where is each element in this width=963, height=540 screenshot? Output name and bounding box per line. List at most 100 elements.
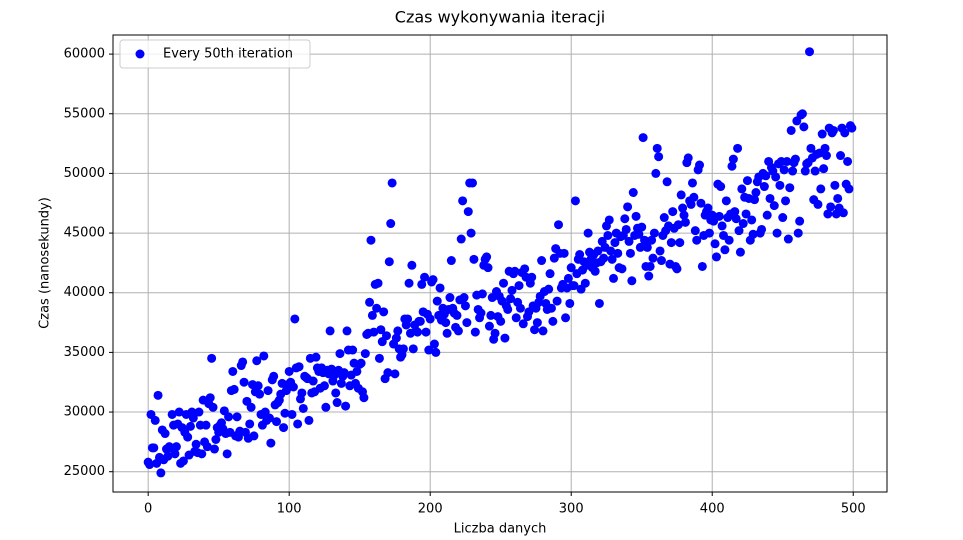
point bbox=[649, 228, 659, 238]
y-tick-label: 25000 bbox=[64, 464, 105, 479]
point bbox=[359, 393, 369, 403]
point bbox=[224, 412, 234, 422]
point bbox=[356, 358, 366, 368]
point bbox=[607, 254, 617, 264]
point bbox=[761, 171, 771, 181]
point bbox=[748, 229, 758, 239]
point bbox=[563, 273, 573, 283]
point bbox=[506, 294, 516, 304]
point bbox=[627, 276, 637, 286]
point bbox=[408, 344, 418, 354]
point bbox=[625, 248, 635, 258]
x-tick-label: 0 bbox=[144, 502, 152, 517]
point bbox=[575, 250, 585, 260]
point bbox=[609, 273, 619, 283]
point bbox=[331, 388, 341, 398]
point bbox=[656, 256, 666, 266]
y-tick-label: 60000 bbox=[64, 47, 105, 62]
point bbox=[793, 228, 803, 238]
point bbox=[566, 263, 576, 273]
point bbox=[590, 266, 600, 276]
point bbox=[207, 353, 217, 363]
x-tick-label: 100 bbox=[277, 502, 302, 517]
x-tick-label: 200 bbox=[418, 502, 443, 517]
x-tick-label: 300 bbox=[559, 502, 584, 517]
point bbox=[171, 442, 181, 452]
legend-marker bbox=[135, 49, 145, 59]
point bbox=[249, 431, 259, 441]
point bbox=[507, 285, 517, 295]
point bbox=[697, 261, 707, 271]
point bbox=[321, 402, 331, 412]
point bbox=[786, 125, 796, 135]
point bbox=[652, 143, 662, 153]
point bbox=[194, 407, 204, 417]
point bbox=[381, 331, 391, 341]
point bbox=[335, 349, 345, 359]
point bbox=[393, 326, 403, 336]
point bbox=[785, 183, 795, 193]
point bbox=[149, 443, 159, 453]
point bbox=[342, 326, 352, 336]
point bbox=[604, 215, 614, 225]
point bbox=[311, 352, 321, 362]
point bbox=[759, 182, 769, 192]
point bbox=[290, 314, 300, 324]
point bbox=[510, 266, 520, 276]
point bbox=[511, 313, 521, 323]
point bbox=[339, 368, 349, 378]
point bbox=[628, 188, 638, 198]
point bbox=[703, 203, 713, 213]
point bbox=[386, 219, 396, 229]
point bbox=[245, 419, 255, 429]
x-tick-label: 400 bbox=[700, 502, 725, 517]
legend: Every 50th iteration bbox=[119, 39, 311, 69]
point bbox=[421, 327, 431, 337]
point bbox=[417, 279, 427, 289]
point bbox=[369, 327, 379, 337]
point bbox=[484, 321, 494, 331]
point bbox=[662, 177, 672, 187]
point bbox=[724, 235, 734, 245]
point bbox=[678, 203, 688, 213]
point bbox=[420, 272, 430, 282]
point bbox=[696, 198, 706, 208]
point bbox=[468, 178, 478, 188]
y-tick-label: 55000 bbox=[64, 106, 105, 121]
point bbox=[686, 199, 696, 209]
point bbox=[463, 207, 473, 217]
point bbox=[537, 256, 547, 266]
point bbox=[424, 345, 434, 355]
point bbox=[167, 409, 177, 419]
point bbox=[790, 154, 800, 164]
point bbox=[679, 210, 689, 220]
point bbox=[606, 246, 616, 256]
point bbox=[460, 301, 470, 311]
point bbox=[769, 201, 779, 211]
point bbox=[297, 388, 307, 398]
point bbox=[820, 143, 830, 153]
point bbox=[259, 351, 269, 361]
point bbox=[398, 344, 408, 354]
point bbox=[287, 409, 297, 419]
point bbox=[476, 308, 486, 318]
point bbox=[518, 319, 528, 329]
point bbox=[799, 122, 809, 132]
point bbox=[246, 402, 256, 412]
point bbox=[704, 228, 714, 238]
point bbox=[383, 368, 393, 378]
y-axis-label: Czas (nanosekundy) bbox=[38, 197, 53, 329]
point bbox=[546, 303, 556, 313]
x-axis-label: Liczba danych bbox=[454, 522, 547, 537]
point bbox=[391, 333, 401, 343]
point bbox=[308, 376, 318, 386]
point bbox=[687, 178, 697, 188]
point bbox=[826, 202, 836, 212]
point bbox=[816, 184, 826, 194]
point bbox=[252, 356, 262, 366]
point bbox=[561, 313, 571, 323]
point bbox=[284, 366, 294, 376]
point bbox=[781, 196, 791, 206]
point bbox=[654, 152, 664, 162]
point bbox=[672, 264, 682, 274]
